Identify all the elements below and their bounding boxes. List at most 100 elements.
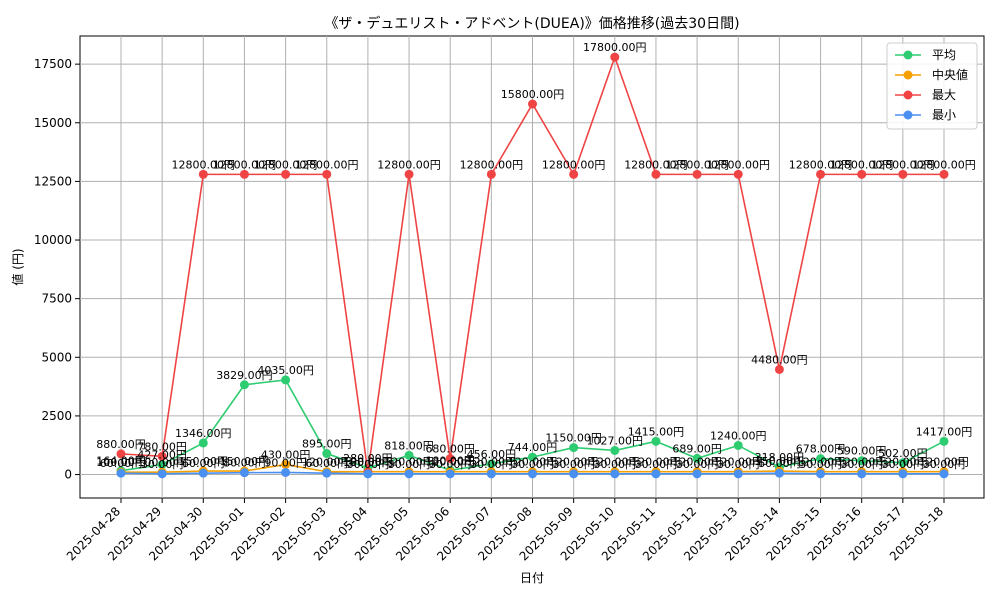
y-axis-label: 値 (円) — [10, 248, 25, 285]
data-label: 80.00円 — [223, 457, 266, 470]
data-label: 12800.00円 — [542, 158, 606, 171]
data-label: 1240.00円 — [710, 429, 767, 442]
data-point — [816, 454, 826, 464]
data-point — [486, 459, 496, 469]
data-label: 12800.00円 — [830, 158, 894, 171]
data-label: 17800.00円 — [583, 41, 647, 54]
data-label: 90.00円 — [264, 456, 307, 469]
data-point — [857, 169, 867, 179]
data-point — [157, 469, 167, 479]
data-point — [857, 456, 867, 466]
data-point — [322, 169, 332, 179]
y-tick-label: 7500 — [41, 292, 72, 306]
y-tick-label: 10000 — [34, 233, 72, 247]
data-point — [569, 469, 579, 479]
series-0 — [116, 375, 949, 476]
data-label: 12800.00円 — [254, 158, 318, 171]
data-label: 689.00円 — [672, 442, 722, 455]
data-point — [281, 467, 291, 477]
data-point — [239, 380, 249, 390]
data-label: 1417.00円 — [916, 425, 973, 438]
data-label: 12800.00円 — [213, 158, 277, 171]
data-label: 680.00円 — [425, 443, 475, 456]
data-label: 280.00円 — [343, 452, 393, 465]
data-label: 3829.00円 — [216, 369, 273, 382]
data-point — [281, 459, 291, 469]
data-point — [692, 169, 702, 179]
data-label: 120.00円 — [919, 456, 969, 469]
data-point — [651, 436, 661, 446]
data-label: 456.00円 — [467, 448, 517, 461]
legend-label: 中央値 — [932, 67, 968, 82]
data-label: 12800.00円 — [460, 158, 524, 171]
data-point — [569, 169, 579, 179]
data-label: 30.00円 — [882, 458, 925, 471]
data-label: 502.00円 — [878, 447, 928, 460]
data-label: 120.00円 — [343, 456, 393, 469]
data-label: 744.00円 — [508, 441, 558, 454]
data-point — [816, 169, 826, 179]
data-label: 12800.00円 — [624, 158, 688, 171]
data-label: 150.00円 — [179, 455, 229, 468]
data-point — [281, 169, 291, 179]
data-label: 120.00円 — [837, 456, 887, 469]
data-point — [610, 469, 620, 479]
data-point — [157, 451, 167, 461]
data-label: 1150.00円 — [545, 432, 602, 445]
data-label: 164.00円 — [96, 455, 146, 468]
y-tick-label: 12500 — [34, 174, 72, 188]
y-tick-label: 17500 — [34, 57, 72, 71]
data-label: 4035.00円 — [257, 364, 314, 377]
y-tick-label: 15000 — [34, 116, 72, 130]
y-tick-label: 5000 — [41, 350, 72, 364]
data-label: 30.00円 — [511, 458, 554, 471]
data-label: 60.00円 — [758, 457, 801, 470]
data-label: 590.00円 — [837, 445, 887, 458]
data-point — [816, 469, 826, 479]
data-label: 30.00円 — [840, 458, 883, 471]
data-label: 30.00円 — [635, 458, 678, 471]
data-point — [733, 169, 743, 179]
data-label: 30.00円 — [552, 458, 595, 471]
data-label: 120.00円 — [714, 456, 764, 469]
data-label: 150.00円 — [220, 455, 270, 468]
chart-title: 《ザ・デュエリスト・アドベント(DUEA)》価格推移(過去30日間) — [324, 15, 739, 32]
data-point — [198, 438, 208, 448]
y-tick-label: 0 — [64, 468, 72, 482]
data-point — [281, 375, 291, 385]
data-label: 120.00円 — [590, 456, 640, 469]
data-label: 180.00円 — [425, 454, 475, 467]
legend-marker — [903, 110, 913, 120]
series-layer — [116, 52, 949, 479]
data-label: 30.00円 — [429, 458, 472, 471]
data-point — [116, 468, 126, 478]
data-point — [528, 99, 537, 109]
data-label: 895.00円 — [302, 438, 352, 451]
data-point — [733, 469, 743, 479]
data-label: 120.00円 — [384, 456, 434, 469]
data-label: 818.00円 — [384, 439, 434, 452]
data-label: 1346.00円 — [175, 427, 232, 440]
data-label: 120.00円 — [549, 456, 599, 469]
data-label: 30.00円 — [347, 458, 390, 471]
data-point — [898, 169, 908, 179]
data-point — [939, 469, 949, 479]
data-point — [651, 469, 661, 479]
data-label: 678.00円 — [796, 443, 846, 456]
data-label: 100.00円 — [96, 456, 146, 469]
data-point — [610, 445, 620, 455]
data-point — [445, 454, 455, 464]
data-point — [445, 469, 455, 479]
data-label: 30.00円 — [141, 458, 184, 471]
data-point — [239, 169, 249, 179]
data-point — [157, 460, 167, 470]
legend-label: 最小 — [932, 108, 956, 122]
data-point — [404, 450, 414, 460]
data-label: 60.00円 — [182, 457, 225, 470]
data-label: 30.00円 — [388, 458, 431, 471]
data-label: 780.00円 — [137, 440, 187, 453]
data-point — [116, 449, 126, 459]
data-point — [610, 52, 620, 62]
